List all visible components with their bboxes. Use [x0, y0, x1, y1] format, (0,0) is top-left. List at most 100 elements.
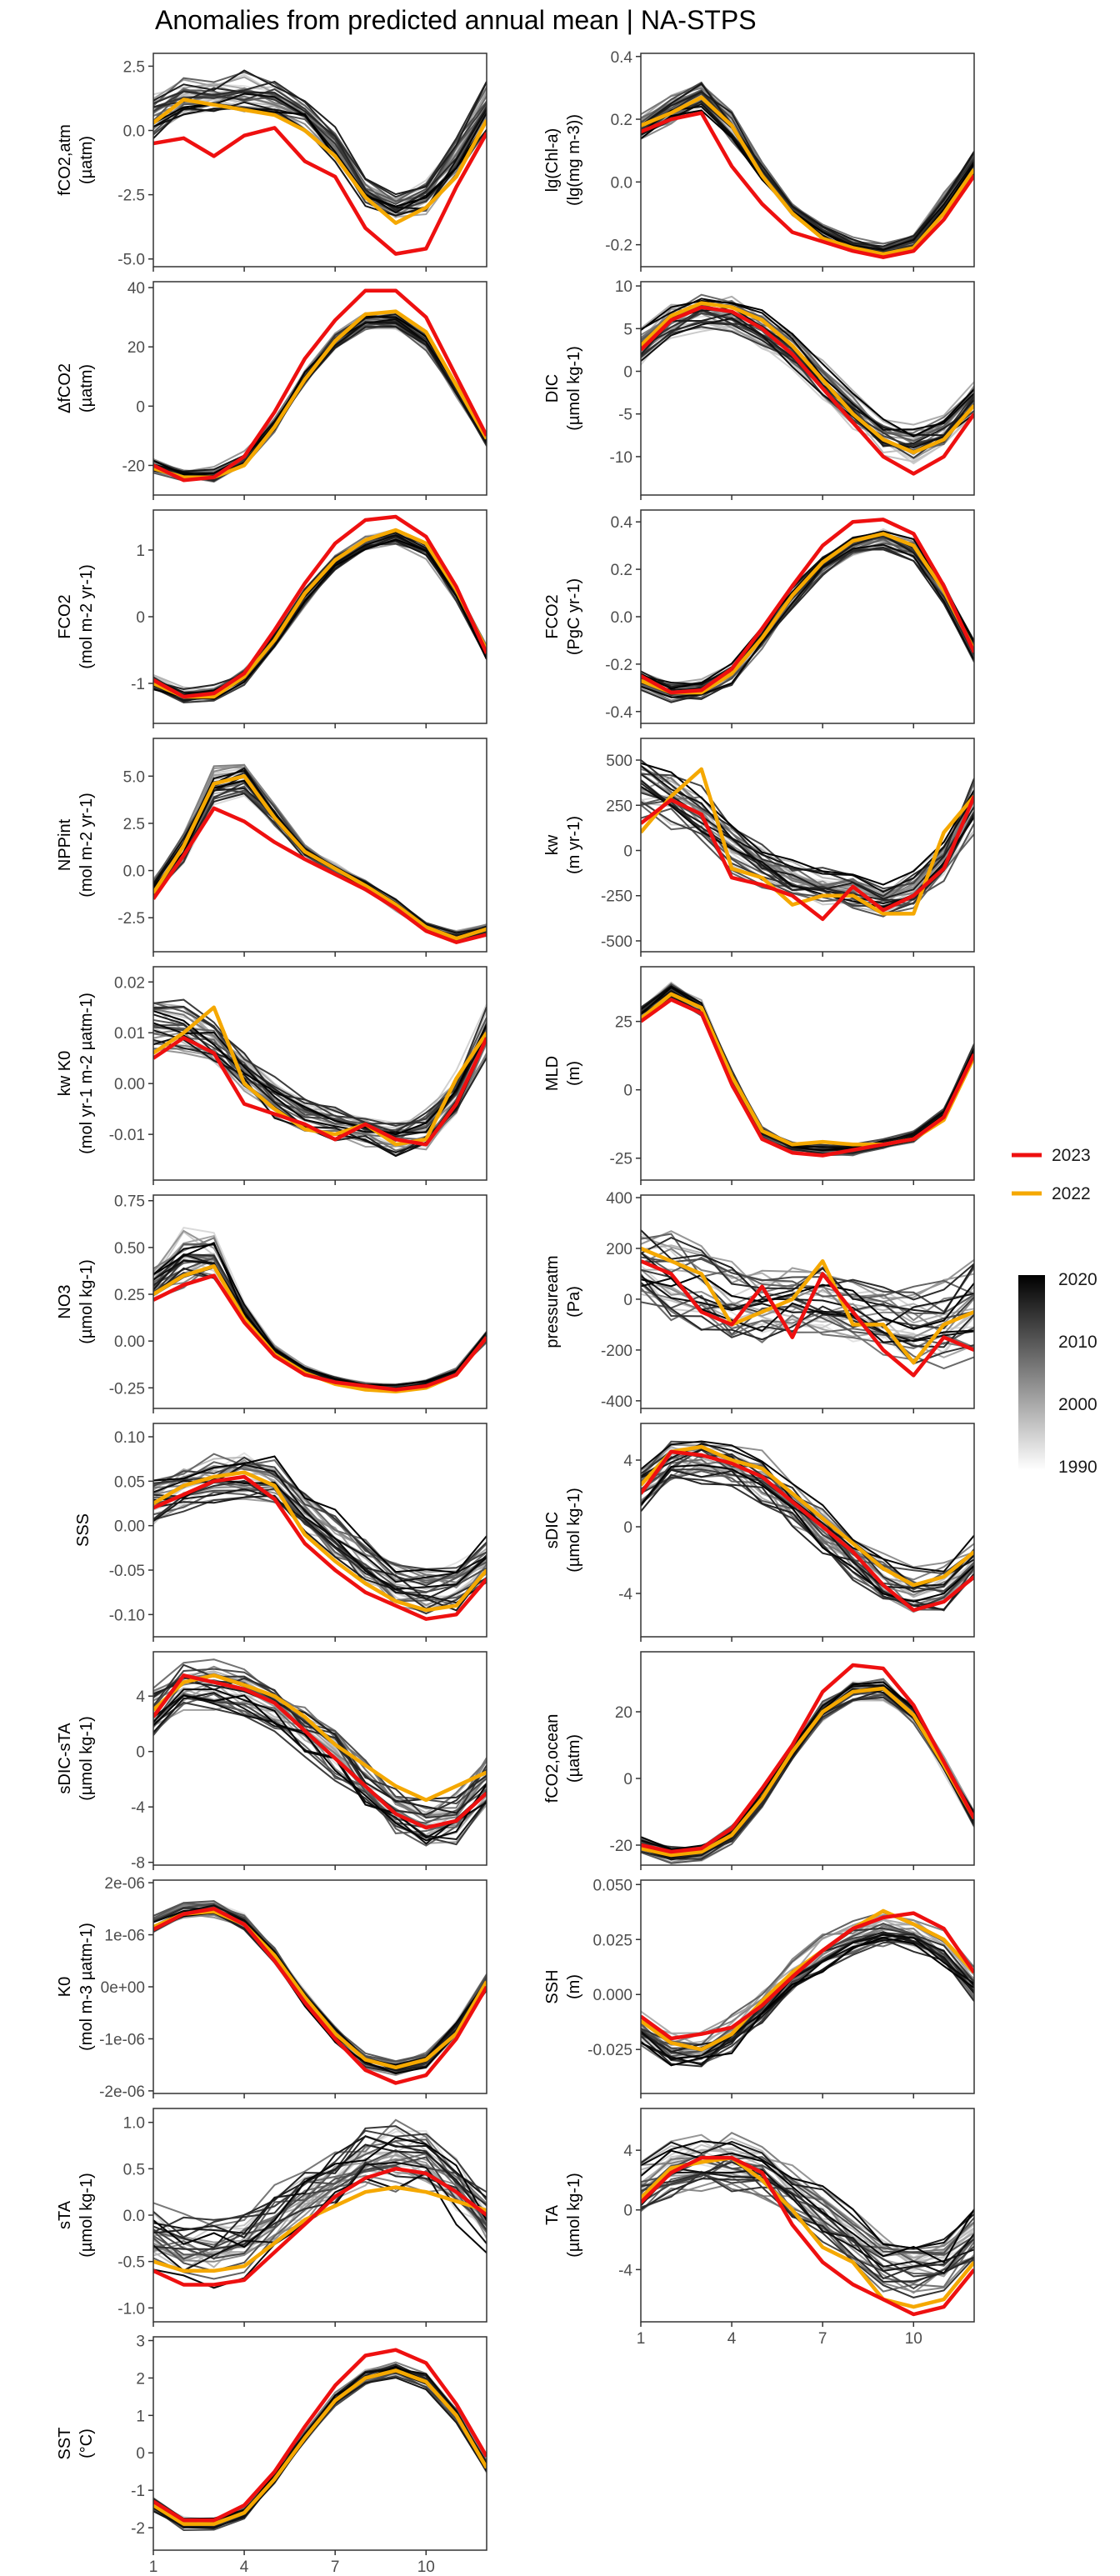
- y-tick-label: 400: [606, 1190, 632, 1208]
- colorbar-label-2000: 2000: [1058, 1395, 1098, 1414]
- year-line-2001: [641, 1678, 974, 1854]
- page-title: Anomalies from predicted annual mean | N…: [155, 5, 757, 35]
- year-line-2010: [641, 547, 974, 696]
- year-line-2013: [153, 91, 487, 212]
- year-line-1992: [153, 1903, 487, 2065]
- year-line-2005: [153, 1903, 487, 2063]
- panel-pressureatm: 400 200 0 -200 -400 pressureatm (Pa): [543, 1190, 975, 1413]
- year-line-1996: [641, 1682, 974, 1851]
- y-tick-label: 250: [606, 798, 632, 815]
- panel-ta: 4 0 -4 1 4 7 10 TA (µmol kg-1): [543, 2108, 975, 2348]
- year-line-2018: [641, 765, 974, 893]
- year-line-2020: [153, 1241, 487, 1387]
- y-tick-label: 0e+00: [101, 1979, 145, 1997]
- year-line-2015: [641, 1473, 974, 1607]
- panel-fco2: 40 20 0 -20 ΔfCO2 (µatm): [56, 280, 488, 500]
- year-line-2016: [641, 1684, 974, 1851]
- panel-frame: [640, 1194, 975, 1409]
- panel-kw: 500 250 0 -250 -500 kw (m yr-1): [543, 738, 975, 957]
- background-years: [641, 2132, 974, 2298]
- year-line-2020: [153, 2136, 487, 2248]
- background-years: [153, 2118, 487, 2289]
- series-line-2022: [641, 1246, 974, 1365]
- panel-mld: 25 0 -25 MLD (m): [543, 966, 975, 1185]
- y-tick-label: -8: [131, 1855, 145, 1873]
- series-line-2022: [153, 528, 487, 699]
- x-tick-label: 4: [728, 2330, 737, 2348]
- y-axis-label: SST (°C): [56, 2428, 96, 2460]
- year-line-2002: [641, 1453, 974, 1596]
- y-tick-label: -400: [601, 1393, 632, 1411]
- y-tick-label: 4: [623, 1453, 632, 1470]
- year-line-2014: [153, 2161, 487, 2250]
- year-line-1992: [153, 320, 487, 481]
- year-line-2016: [153, 69, 487, 196]
- year-line-2011: [153, 1462, 487, 1570]
- x-tick-label: 7: [331, 2558, 340, 2576]
- panel-frame: [152, 738, 488, 953]
- year-line-2004: [153, 1466, 487, 1578]
- colorbar-label-2020: 2020: [1058, 1270, 1098, 1289]
- year-line-2005: [641, 1683, 974, 1858]
- year-line-2001: [641, 2176, 974, 2294]
- year-line-2013: [641, 1476, 974, 1612]
- year-line-2013: [641, 1273, 974, 1365]
- panel-kw-k0: 0.02 0.01 0.00 -0.01 kw K0 (mol yr-1 m-2 µatm…: [56, 966, 488, 1185]
- y-tick-label: 0: [623, 1292, 632, 1309]
- year-line-2007: [153, 1693, 487, 1834]
- year-line-1990: [153, 1901, 487, 2063]
- panel-k0: 2e-06 1e-06 0e+00 -1e-06 -2e-06 K0 (mol m-3 µa…: [56, 1875, 488, 2101]
- colorbar-label-2010: 2010: [1058, 1333, 1098, 1352]
- series-line-2023: [641, 1911, 974, 2041]
- y-tick-label: 40: [128, 280, 145, 298]
- year-line-2018: [641, 2167, 974, 2274]
- series-line-2022: [641, 532, 974, 695]
- year-line-2006: [153, 322, 487, 480]
- year-line-2019: [641, 105, 974, 251]
- y-tick-label: -20: [122, 458, 145, 475]
- y-tick-label: 20: [128, 339, 145, 357]
- y-tick-label: -2.5: [118, 188, 145, 205]
- y-tick-label: 0.4: [611, 49, 633, 67]
- year-line-1998: [153, 1464, 487, 1573]
- series-line-2022: [153, 2368, 487, 2526]
- series-line-2023: [641, 111, 974, 259]
- x-tick-label: 7: [818, 2330, 828, 2348]
- year-line-2020: [641, 1463, 974, 1603]
- panel-fco2: 0.4 0.2 0.0 -0.2 -0.4 FCO2 (PgC yr-1): [543, 509, 975, 728]
- y-tick-label: -4: [618, 1586, 632, 1603]
- panel-sta: 1.0 0.5 0.0 -0.5 -1.0 sTA (µmol kg-1): [56, 2108, 488, 2327]
- panel-ssh: 0.050 0.025 0.000 -0.025 SSH (m): [543, 1877, 975, 2098]
- y-tick-label: 0: [623, 843, 632, 861]
- y-axis-label: kw K0 (mol yr-1 m-2 µatm-1): [56, 993, 96, 1154]
- panel-fco2: 1 0 -1 FCO2 (mol m-2 yr-1): [56, 509, 488, 728]
- y-tick-label: 0.2: [611, 562, 632, 579]
- year-line-2018: [641, 1936, 974, 2066]
- year-line-2000: [153, 1906, 487, 2064]
- year-line-2002: [641, 1683, 974, 1853]
- y-tick-label: 2: [136, 2370, 145, 2388]
- y-tick-label: 0: [623, 1083, 632, 1100]
- year-line-1998: [153, 103, 487, 218]
- year-line-2018: [153, 1259, 487, 1389]
- year-line-2016: [641, 313, 974, 447]
- x-tick-label: 10: [418, 2558, 435, 2576]
- y-axis-label: pressureatm (Pa): [543, 1255, 583, 1348]
- year-line-2016: [153, 2366, 487, 2522]
- y-tick-label: -0.25: [109, 1380, 145, 1398]
- y-tick-label: 200: [606, 1241, 632, 1258]
- y-tick-label: 2.5: [123, 816, 145, 833]
- series-line-2022: [641, 95, 974, 257]
- year-line-2020: [153, 538, 487, 700]
- series-line-2023: [641, 518, 974, 695]
- series-line-2022: [641, 767, 974, 916]
- y-axis-label: FCO2 (mol m-2 yr-1): [56, 564, 96, 669]
- y-tick-label: 0: [623, 2203, 632, 2220]
- y-tick-label: 0.10: [114, 1429, 145, 1447]
- year-line-2007: [641, 1688, 974, 1858]
- year-line-2019: [641, 1933, 974, 2061]
- panel-frame: [640, 2108, 975, 2323]
- year-line-1995: [153, 318, 487, 479]
- year-line-2020: [641, 1273, 974, 1330]
